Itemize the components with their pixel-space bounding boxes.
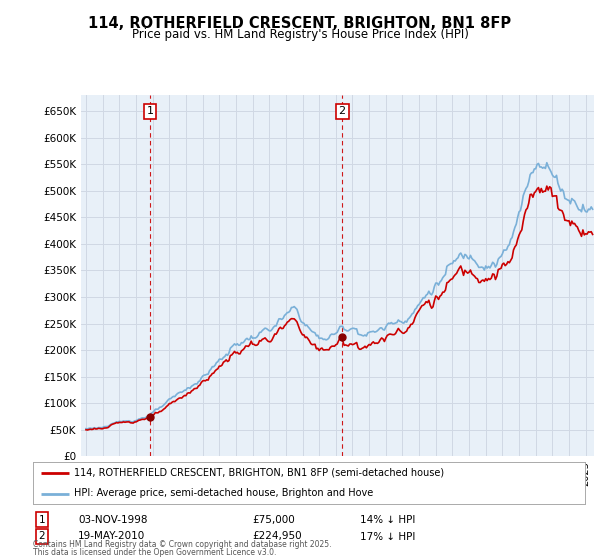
Text: 17% ↓ HPI: 17% ↓ HPI [360,531,415,542]
Text: 14% ↓ HPI: 14% ↓ HPI [360,515,415,525]
Text: 03-NOV-1998: 03-NOV-1998 [78,515,148,525]
Text: Price paid vs. HM Land Registry's House Price Index (HPI): Price paid vs. HM Land Registry's House … [131,28,469,41]
Text: 19-MAY-2010: 19-MAY-2010 [78,531,145,542]
Text: £224,950: £224,950 [252,531,302,542]
Text: 1: 1 [38,515,46,525]
Text: This data is licensed under the Open Government Licence v3.0.: This data is licensed under the Open Gov… [33,548,277,557]
Text: HPI: Average price, semi-detached house, Brighton and Hove: HPI: Average price, semi-detached house,… [74,488,374,498]
Text: £75,000: £75,000 [252,515,295,525]
Text: 2: 2 [338,106,346,116]
Text: Contains HM Land Registry data © Crown copyright and database right 2025.: Contains HM Land Registry data © Crown c… [33,540,331,549]
Text: 114, ROTHERFIELD CRESCENT, BRIGHTON, BN1 8FP: 114, ROTHERFIELD CRESCENT, BRIGHTON, BN1… [88,16,512,31]
Text: 2: 2 [38,531,46,542]
Text: 1: 1 [146,106,154,116]
Text: 114, ROTHERFIELD CRESCENT, BRIGHTON, BN1 8FP (semi-detached house): 114, ROTHERFIELD CRESCENT, BRIGHTON, BN1… [74,468,445,478]
